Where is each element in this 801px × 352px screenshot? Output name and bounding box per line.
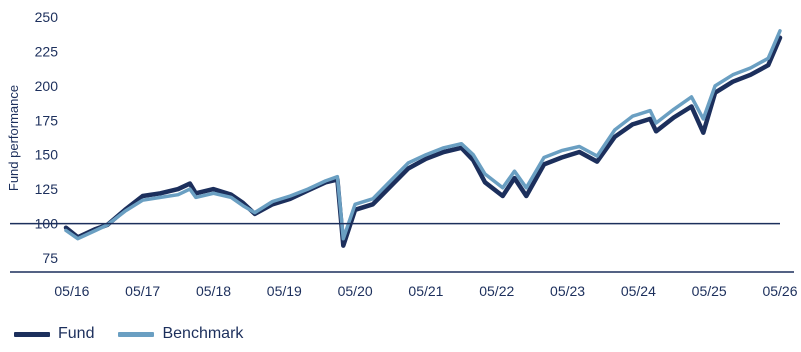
y-tick-label: 150: [35, 147, 59, 163]
legend-item-benchmark: Benchmark: [118, 325, 243, 343]
x-tick-label: 05/26: [762, 283, 797, 299]
x-tick-label: 05/17: [125, 283, 160, 299]
y-tick-label: 200: [35, 78, 59, 94]
y-tick-label: 175: [35, 112, 59, 128]
x-tick-label: 05/20: [338, 283, 373, 299]
x-tick-label: 05/18: [196, 283, 231, 299]
legend-item-fund: Fund: [14, 325, 94, 343]
legend-swatch-benchmark: [118, 331, 155, 337]
legend-label-benchmark: Benchmark: [162, 325, 244, 342]
legend-label-fund: Fund: [58, 325, 95, 342]
y-tick-label: 125: [35, 181, 59, 197]
x-tick-label: 05/16: [54, 283, 89, 299]
x-tick-label: 05/21: [408, 283, 443, 299]
series-line-benchmark: [64, 29, 782, 241]
legend-swatch-fund: [14, 331, 50, 337]
x-tick-label: 05/19: [267, 283, 302, 299]
series-line-fund: [63, 35, 783, 248]
x-tick-label: 05/25: [692, 283, 727, 299]
x-axis: 05/16 05/17 05/18 05/19 05/20 05/21 05/22 05/23…: [54, 283, 797, 299]
y-axis-label: Fund performance: [6, 85, 21, 191]
y-tick-label: 75: [42, 250, 58, 266]
y-tick-label: 250: [35, 9, 59, 25]
x-tick-label: 05/24: [621, 283, 656, 299]
legend: Fund Benchmark: [14, 324, 267, 344]
y-tick-label: 225: [35, 43, 59, 59]
series-layer: [63, 29, 783, 248]
x-tick-label: 05/22: [479, 283, 514, 299]
x-tick-label: 05/23: [550, 283, 585, 299]
